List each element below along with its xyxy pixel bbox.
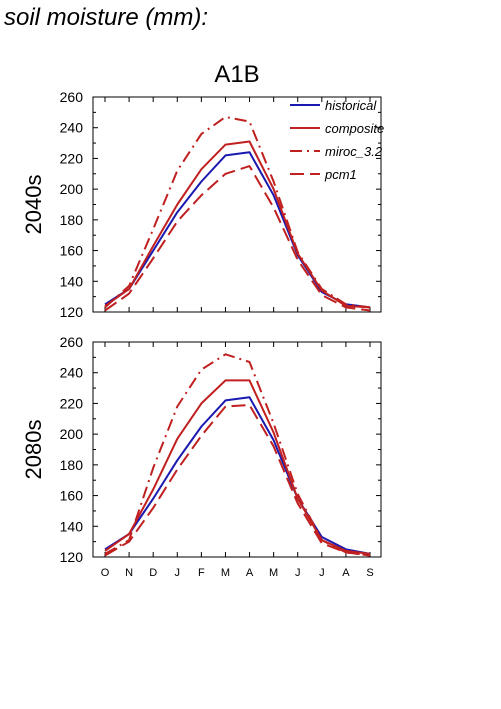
x-tick-label: M (269, 567, 278, 579)
legend-label: pcm1 (324, 167, 357, 182)
y-tick-label: 200 (60, 181, 84, 197)
y-tick-label: 240 (60, 120, 84, 136)
y-tick-label: 140 (60, 518, 84, 534)
y-tick-label: 160 (60, 488, 84, 504)
chart-panel-1: 120 140 160 180 200 220 240 260 2040s historical c… (21, 89, 384, 320)
chart-panel-2: 120 140 160 180 200 220 240 260 O N D J F M A M J J A S 2080… (21, 334, 382, 579)
x-tick-label: N (125, 567, 133, 579)
y-axis-label: 2040s (21, 175, 46, 235)
series-line-miroc-3-2 (104, 353, 371, 557)
x-tick-label: J (175, 567, 181, 579)
y-tick-label: 120 (60, 549, 84, 565)
legend-label: miroc_3.2 (325, 144, 383, 159)
y-tick-label: 120 (60, 304, 84, 320)
x-tick-label: O (101, 567, 110, 579)
panel-title: A1B (214, 61, 259, 88)
x-tick-label: J (319, 567, 325, 579)
y-tick-label: 140 (60, 273, 84, 289)
y-tick-label: 220 (60, 395, 84, 411)
y-tick-label: 180 (60, 212, 84, 228)
legend-label: historical (325, 98, 377, 113)
x-tick-label: J (295, 567, 301, 579)
series-line-pcm1 (104, 404, 371, 557)
page-title: soil moisture (mm): (4, 4, 209, 31)
y-tick-label: 200 (60, 426, 84, 442)
x-tick-label: A (342, 567, 350, 579)
y-axis-label: 2080s (21, 420, 46, 480)
x-tick-label: S (366, 567, 373, 579)
legend: historical composite miroc_3.2 pcm1 (290, 98, 384, 182)
y-tick-label: 260 (60, 334, 84, 350)
x-tick-label: D (149, 567, 157, 579)
series-line-historical (104, 396, 371, 555)
y-tick-label: 220 (60, 150, 84, 166)
x-tick-label: F (198, 567, 205, 579)
series-line-composite (104, 140, 371, 309)
y-tick-label: 160 (60, 243, 84, 259)
y-tick-label: 180 (60, 457, 84, 473)
x-tick-label: A (246, 567, 254, 579)
x-tick-label: M (221, 567, 230, 579)
y-tick-label: 240 (60, 365, 84, 381)
series-line-miroc-3-2 (104, 116, 371, 309)
legend-label: composite (325, 121, 384, 136)
y-tick-label: 260 (60, 89, 84, 105)
series-line-pcm1 (104, 165, 371, 312)
